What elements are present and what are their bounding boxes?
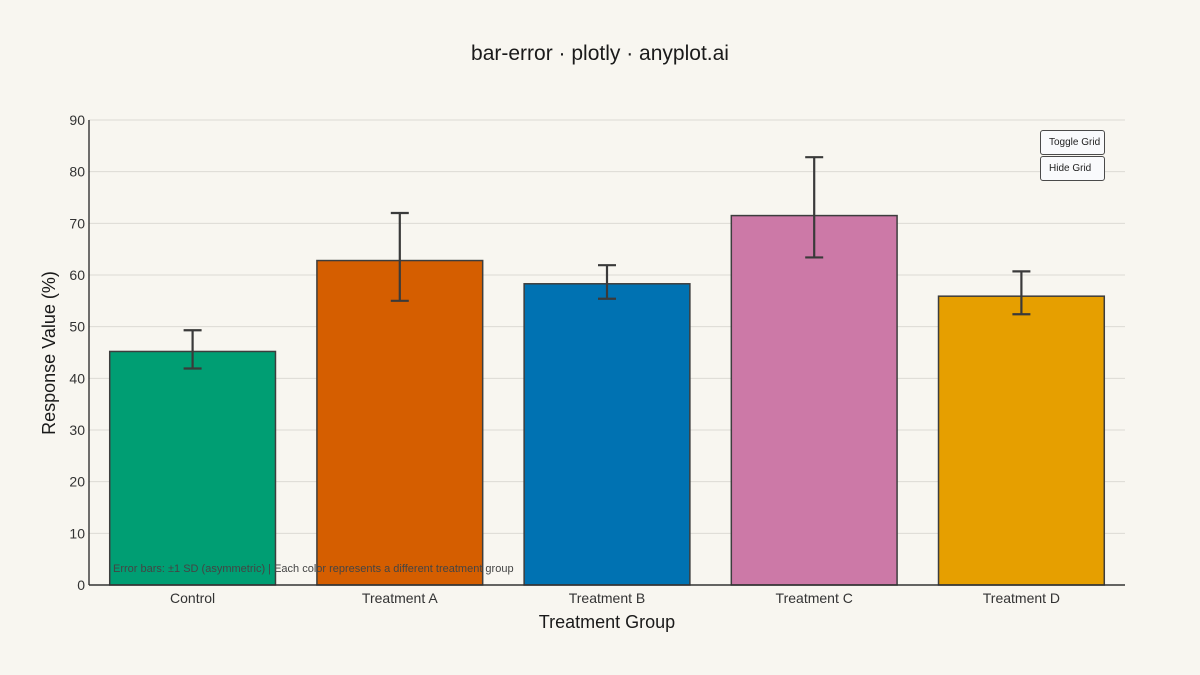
y-tick-label: 60: [69, 267, 85, 283]
chart-title: bar-error · plotly · anyplot.ai: [471, 42, 729, 65]
bar-treatment-d: [937, 295, 1106, 586]
x-axis-title: Treatment Group: [539, 612, 675, 632]
x-tick-label: Control: [170, 590, 215, 606]
hide-grid-button[interactable]: Hide Grid: [1040, 156, 1105, 181]
error-bar-annotation: Error bars: ±1 SD (asymmetric) | Each co…: [113, 563, 514, 575]
y-tick-label: 10: [69, 525, 85, 541]
error-bar: [183, 329, 202, 370]
y-tick-label: 20: [69, 474, 85, 490]
y-tick-label: 30: [69, 422, 85, 438]
x-tick-label: Treatment B: [569, 590, 646, 606]
y-tick-label: 0: [77, 577, 85, 593]
error-bar: [1012, 270, 1031, 316]
x-tick-label: Treatment A: [362, 590, 438, 606]
y-tick-label: 50: [69, 319, 85, 335]
tick-labels: 0 10 20 30 40 50 60 70 80 90 Control Treatment A Tre…: [69, 112, 1060, 606]
bar-control: [108, 350, 277, 586]
bar-treatment-b: [523, 283, 691, 586]
error-bars: [183, 156, 1031, 370]
error-bar: [805, 156, 824, 259]
toggle-grid-button[interactable]: Toggle Grid: [1040, 130, 1105, 155]
axes: [88, 120, 1125, 586]
y-axis-title: Response Value (%): [39, 271, 59, 435]
y-tick-label: 40: [69, 370, 85, 386]
bars: [108, 214, 1106, 586]
y-tick-label: 70: [69, 215, 85, 231]
x-tick-label: Treatment C: [776, 590, 853, 606]
y-tick-label: 90: [69, 112, 85, 128]
y-tick-label: 80: [69, 164, 85, 180]
bar-treatment-c: [730, 214, 898, 586]
error-bar: [598, 264, 616, 300]
error-bar: [390, 211, 409, 302]
bar-treatment-a: [316, 259, 484, 586]
x-tick-label: Treatment D: [983, 590, 1060, 606]
